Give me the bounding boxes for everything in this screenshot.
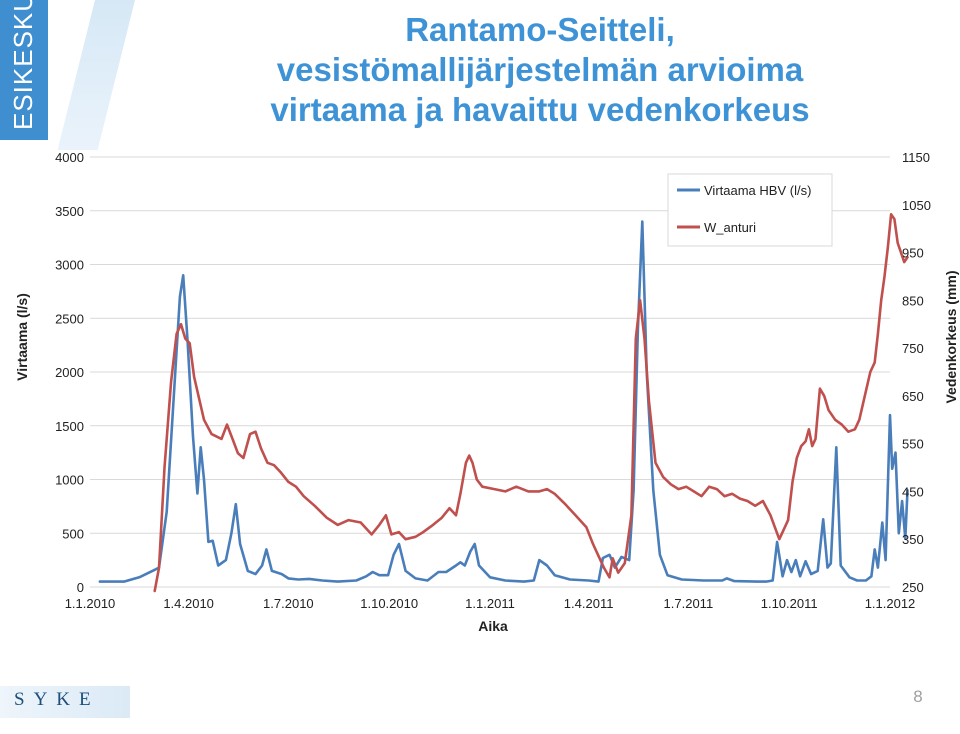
legend-box: [667, 173, 833, 247]
x-tick-label: 1.7.2011: [664, 596, 714, 611]
y-right-tick-label: 650: [902, 389, 924, 404]
y-left-tick-label: 1000: [55, 473, 84, 488]
x-tick-label: 1.10.2011: [761, 596, 818, 611]
y-left-tick-label: 500: [62, 526, 84, 541]
y-left-tick-label: 2500: [55, 311, 84, 326]
page-number: 8: [913, 687, 923, 706]
y-right-tick-label: 450: [902, 484, 924, 499]
series-line-virtaama: [98, 220, 909, 583]
tick-labels: 0 500 1000 1500 2000 2500 3000 3500 4000 250 350 45…: [55, 150, 931, 611]
y-right-tick-label: 750: [902, 341, 924, 356]
y-right-tick-label: 850: [902, 293, 924, 308]
footer-bar: [0, 686, 130, 718]
y-right-tick-label: 1050: [902, 198, 931, 213]
y-left-tick-label: 1500: [55, 419, 84, 434]
slide-title-line-1: Rantamo-Seitteli,: [405, 11, 675, 48]
legend-label-w-anturi: W_anturi: [704, 220, 756, 235]
y-left-tick-label: 3000: [55, 258, 84, 273]
x-tick-label: 1.1.2010: [65, 596, 116, 611]
x-tick-label: 1.4.2011: [564, 596, 614, 611]
y-right-tick-label: 1150: [902, 150, 930, 165]
x-tick-label: 1.4.2010: [163, 596, 214, 611]
series-lines: [98, 213, 909, 593]
y-right-tick-label: 250: [902, 580, 924, 595]
y-left-tick-label: 0: [77, 580, 84, 595]
series-line-w-anturi: [153, 213, 909, 593]
y-left-tick-label: 2000: [55, 365, 84, 380]
y-left-axis-title: Virtaama (l/s): [14, 293, 30, 381]
y-right-axis-title: Vedenkorkeus (mm): [943, 270, 959, 403]
x-tick-label: 1.7.2010: [263, 596, 314, 611]
slide-title: Rantamo-Seitteli, vesistömallijärjestelm…: [150, 10, 930, 130]
x-tick-label: 1.1.2012: [865, 596, 916, 611]
brand-band: ESIKESKUS: [0, 0, 48, 140]
y-right-tick-label: 950: [902, 246, 924, 261]
syke-logo: SYKE: [14, 689, 100, 710]
slide-title-line-3: virtaama ja havaittu vedenkorkeus: [270, 91, 810, 128]
y-right-tick-label: 350: [902, 532, 924, 547]
slide-title-line-2: vesistömallijärjestelmän arvioima: [276, 51, 804, 88]
x-tick-label: 1.1.2011: [465, 596, 515, 611]
y-left-tick-label: 3500: [55, 204, 84, 219]
x-axis-title: Aika: [478, 618, 508, 634]
gridlines: [90, 156, 890, 588]
x-tick-label: 1.10.2010: [360, 596, 418, 611]
legend-label-virtaama: Virtaama HBV (l/s): [704, 183, 811, 198]
legend: Virtaama HBV (l/s) W_anturi: [667, 173, 833, 247]
chart: 0 500 1000 1500 2000 2500 3000 3500 4000 250 350 45…: [14, 150, 959, 634]
y-left-tick-label: 4000: [55, 150, 84, 165]
y-right-tick-label: 550: [902, 437, 924, 452]
